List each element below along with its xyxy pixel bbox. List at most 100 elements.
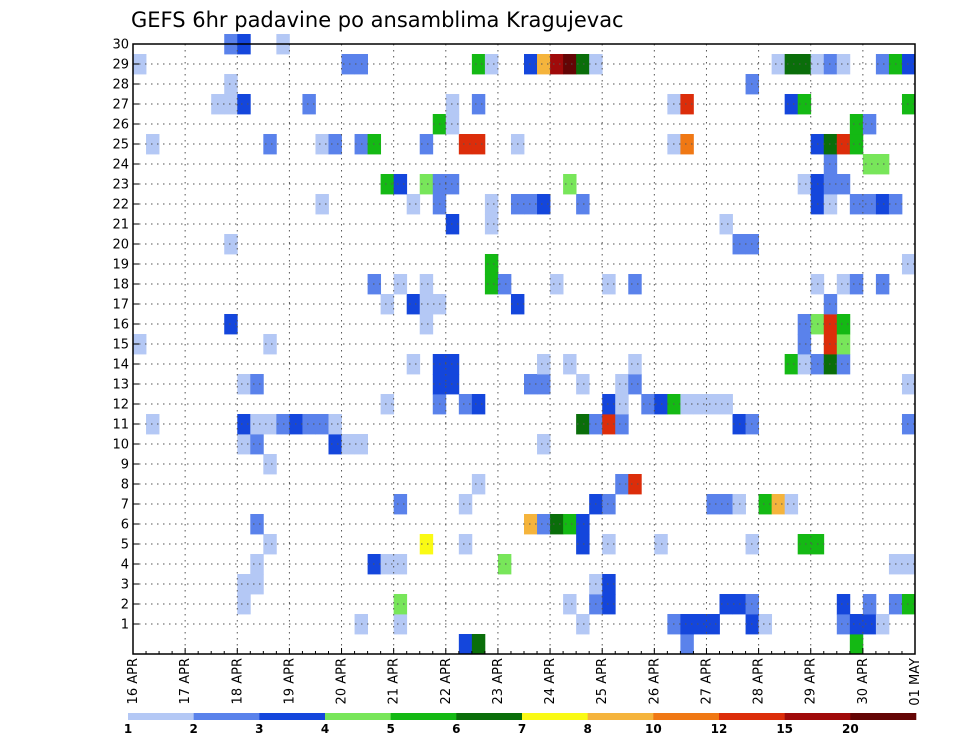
heatmap-cell — [680, 94, 694, 115]
x-tick-label: 20 APR — [335, 658, 350, 704]
heatmap-cell — [250, 554, 264, 575]
heatmap-cell — [836, 134, 851, 155]
y-tick-label: 8 — [121, 478, 129, 493]
colorbar-swatch — [456, 713, 523, 720]
heatmap-cell — [458, 134, 473, 155]
heatmap-cell — [836, 274, 851, 295]
heatmap-cell — [797, 334, 812, 355]
heatmap-cell — [784, 94, 799, 115]
heatmap-cell — [706, 494, 720, 515]
heatmap-cell — [341, 54, 355, 75]
heatmap-cell — [445, 354, 460, 375]
heatmap-cell — [263, 414, 277, 435]
heatmap-cell — [419, 534, 434, 555]
heatmap-cell — [875, 154, 890, 175]
heatmap-cell — [237, 374, 251, 395]
heatmap-cell — [419, 294, 434, 315]
x-tick-label: 29 APR — [804, 658, 819, 704]
y-tick-label: 19 — [112, 258, 129, 273]
heatmap-cell — [602, 494, 616, 515]
colorbar-swatch — [587, 713, 654, 720]
heatmap-cell — [602, 274, 616, 295]
heatmap-cell — [602, 414, 616, 435]
heatmap-cell — [445, 374, 460, 395]
heatmap-cell — [576, 534, 590, 555]
y-tick-label: 22 — [112, 198, 129, 213]
heatmap-cell — [602, 394, 616, 415]
heatmap-cell — [471, 54, 486, 75]
heatmap-cell — [797, 534, 812, 555]
heatmap-cell — [237, 434, 251, 455]
y-tick-label: 2 — [121, 598, 129, 613]
heatmap-cell — [849, 634, 864, 655]
y-tick-label: 6 — [121, 518, 129, 533]
colorbar-label: 4 — [321, 722, 329, 736]
heatmap-cell — [901, 94, 916, 115]
heatmap-cell — [576, 194, 590, 215]
heatmap-cell — [250, 414, 264, 435]
heatmap-cell — [784, 54, 799, 75]
heatmap-cell — [719, 494, 733, 515]
colorbar-label: 5 — [386, 722, 394, 736]
heatmap-cell — [458, 634, 473, 655]
x-tick-label: 23 APR — [491, 658, 506, 704]
heatmap-cell — [576, 374, 590, 395]
heatmap-cell — [406, 294, 421, 315]
heatmap-cell — [458, 394, 473, 415]
colorbar-swatch — [128, 713, 194, 720]
heatmap-cell — [901, 414, 916, 435]
heatmap-cell — [393, 274, 408, 295]
colorbar-swatch — [719, 713, 785, 720]
y-tick-label: 10 — [112, 438, 129, 453]
heatmap-cell — [315, 194, 329, 215]
heatmap-cell — [445, 174, 460, 195]
heatmap-cell — [263, 534, 277, 555]
y-tick-label: 17 — [112, 298, 129, 313]
heatmap-cell — [719, 394, 733, 415]
heatmap-cell — [563, 594, 577, 615]
heatmap-cell — [406, 194, 421, 215]
heatmap-cell — [328, 134, 342, 155]
heatmap-cell — [849, 194, 864, 215]
heatmap-cell — [224, 74, 238, 95]
colorbar-swatch — [193, 713, 260, 720]
x-tick-label: 27 APR — [699, 658, 714, 704]
colorbar-label: 2 — [189, 722, 197, 736]
y-tick-label: 3 — [121, 578, 129, 593]
x-tick-label: 16 APR — [126, 658, 141, 704]
colorbar-legend: 1 2 3 4 5 6 7 8 10 12 15 20 — [124, 713, 917, 736]
heatmap-cell — [680, 134, 694, 155]
y-tick-label: 4 — [121, 558, 129, 573]
heatmap-cell — [758, 614, 773, 635]
heatmap-cell — [302, 414, 316, 435]
heatmap-cell — [901, 594, 916, 615]
heatmap-cell — [641, 394, 655, 415]
heatmap-cell — [484, 254, 499, 275]
y-tick-label: 24 — [112, 158, 129, 173]
heatmap-cell — [901, 374, 916, 395]
heatmap-cell — [393, 174, 408, 195]
heatmap-cell — [563, 514, 577, 535]
heatmap-cell — [458, 494, 473, 515]
heatmap-cell — [875, 54, 890, 75]
colorbar-label: 3 — [255, 722, 263, 736]
heatmap-cell — [563, 54, 577, 75]
heatmap-cell — [862, 154, 877, 175]
x-axis: 16 APR 17 APR 18 APR 19 APR 20 APR 21 APR 22 A… — [126, 648, 923, 706]
x-tick-label: 21 APR — [387, 658, 402, 704]
y-tick-label: 14 — [112, 358, 129, 373]
heatmap-cell — [419, 314, 434, 335]
y-tick-label: 23 — [112, 178, 129, 193]
x-tick-label: 26 APR — [647, 658, 662, 704]
heatmap-cell — [484, 54, 499, 75]
x-tick-label: 28 APR — [752, 658, 767, 704]
heatmap-cell — [484, 194, 499, 215]
heatmap-cell — [602, 534, 616, 555]
heatmap-cell — [315, 134, 329, 155]
colorbar-swatch — [784, 713, 851, 720]
heatmap-cell — [797, 314, 812, 335]
heatmap-cell — [862, 114, 877, 135]
heatmap-cell — [719, 214, 733, 235]
heatmap-cell — [484, 274, 499, 295]
heatmap-cell — [380, 174, 395, 195]
